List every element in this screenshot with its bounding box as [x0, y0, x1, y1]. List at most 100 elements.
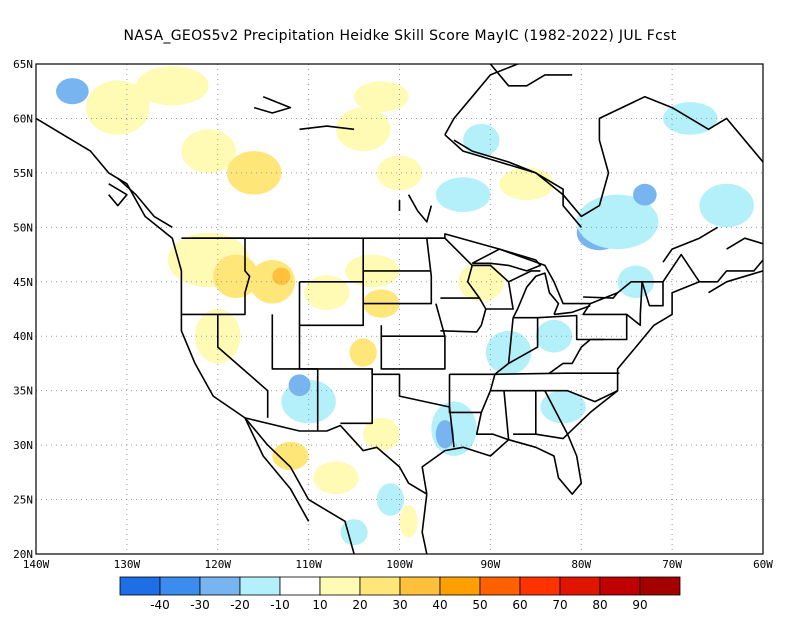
coastline-segment — [440, 297, 487, 333]
map-frame — [35, 63, 764, 555]
coastline-segment — [363, 238, 433, 305]
skill-patch — [376, 483, 405, 516]
lat-label: 65N — [13, 58, 33, 71]
coastline-segment — [380, 303, 446, 370]
colorbar-swatch — [159, 576, 201, 596]
coastline-segment — [475, 412, 509, 441]
coastline-segment — [503, 390, 510, 440]
coastline-segment — [444, 95, 763, 218]
colorbar-swatch — [599, 576, 641, 596]
skill-patch — [399, 504, 418, 538]
colorbar-label: 70 — [552, 598, 567, 612]
coastline-segment — [513, 390, 537, 435]
coastline-segment — [253, 95, 292, 114]
colorbar-label: 80 — [592, 598, 607, 612]
coastline-segment — [453, 139, 582, 228]
skill-patch — [463, 123, 500, 157]
lat-label: 50N — [13, 221, 33, 234]
coastline-segment — [548, 338, 604, 374]
map-title: NASA_GEOS5v2 Precipitation Heidke Skill … — [123, 28, 677, 44]
coastline-segment — [494, 372, 620, 376]
coastline-segment — [298, 281, 364, 327]
colorbar-label: 20 — [352, 598, 367, 612]
coastline-segment — [626, 281, 643, 327]
colorbar-label: -30 — [190, 598, 210, 612]
coastline-segment — [181, 237, 251, 316]
lon-label: 120W — [205, 558, 232, 571]
skill-patch — [226, 151, 282, 195]
lat-label: 40N — [13, 330, 33, 343]
lon-label: 140W — [23, 558, 50, 571]
colorbar-swatch — [119, 576, 161, 596]
coastline-segment — [662, 226, 719, 263]
skill-patch — [349, 338, 377, 367]
skill-patch — [499, 167, 554, 201]
colorbar-label: 60 — [512, 598, 527, 612]
skill-patch — [633, 183, 657, 206]
coastline-segment — [494, 316, 539, 375]
skill-patch — [304, 275, 350, 311]
skill-patch — [313, 461, 359, 495]
colorbar-swatch — [479, 576, 521, 596]
coastline-segment — [108, 183, 128, 207]
skill-patch — [535, 319, 573, 353]
latitude-labels: 65N 60N 55N 50N 45N 40N 35N 30N 25N 20N — [13, 58, 33, 561]
colorbar-swatch — [319, 576, 361, 596]
coastline-segment — [448, 373, 496, 414]
coastline-segment — [421, 494, 428, 554]
coastline-segment — [299, 125, 355, 131]
coastline-segment — [583, 292, 619, 299]
lat-label: 25N — [13, 494, 33, 507]
colorbar-swatch — [359, 576, 401, 596]
lat-label: 35N — [13, 385, 33, 398]
colorbar-label: -40 — [150, 598, 170, 612]
skill-patch — [272, 441, 309, 471]
colorbar-label: -10 — [270, 598, 290, 612]
coastline-segment — [490, 389, 618, 403]
coastline-segment — [117, 177, 173, 228]
colorbar-label: 40 — [432, 598, 447, 612]
colorbar-label: -20 — [230, 598, 250, 612]
skill-patch — [340, 519, 368, 546]
colorbar-swatch — [559, 576, 601, 596]
skill-patch — [354, 81, 409, 112]
coastline-segment — [553, 304, 591, 316]
lat-label: 30N — [13, 439, 33, 452]
coastline-segment — [641, 281, 664, 307]
longitude-labels: 140W 130W 120W 110W 100W 90W 80W 70W 60W — [23, 558, 774, 571]
coastline-segment — [512, 272, 560, 319]
skill-patch — [435, 177, 491, 213]
skill-patch — [540, 390, 586, 424]
graticule — [36, 64, 763, 554]
skill-patch — [288, 374, 311, 397]
colorbar-label: 30 — [392, 598, 407, 612]
lon-label: 70W — [662, 558, 682, 571]
colorbar-label: 10 — [312, 598, 327, 612]
colorbar: -40 -30 -20 -10 10 20 30 40 50 60 70 80 90 — [119, 576, 681, 612]
coastline-segment — [489, 64, 573, 87]
colorbar-swatch — [399, 576, 441, 596]
skill-patch — [181, 129, 236, 173]
lon-label: 100W — [386, 558, 413, 571]
colorbar-swatch — [279, 576, 321, 596]
lat-label: 55N — [13, 167, 33, 180]
skill-patch — [135, 66, 209, 106]
coastline-segment — [36, 117, 355, 554]
lon-label: 60W — [753, 558, 773, 571]
skill-patch — [335, 107, 391, 152]
lon-label: 110W — [295, 558, 322, 571]
coastline-segment — [407, 194, 433, 223]
colorbar-swatch — [519, 576, 561, 596]
skill-patch — [55, 78, 89, 105]
colorbar-swatch — [639, 576, 681, 596]
coastlines-and-borders — [36, 64, 763, 554]
coastline-segment — [217, 314, 269, 418]
coastline-segment — [371, 368, 455, 448]
lat-label: 45N — [13, 276, 33, 289]
skill-patch — [272, 267, 291, 286]
coastline-segment — [544, 390, 569, 435]
colorbar-swatch — [439, 576, 481, 596]
coastline-segment — [271, 314, 319, 431]
coastline-segment — [444, 64, 518, 136]
